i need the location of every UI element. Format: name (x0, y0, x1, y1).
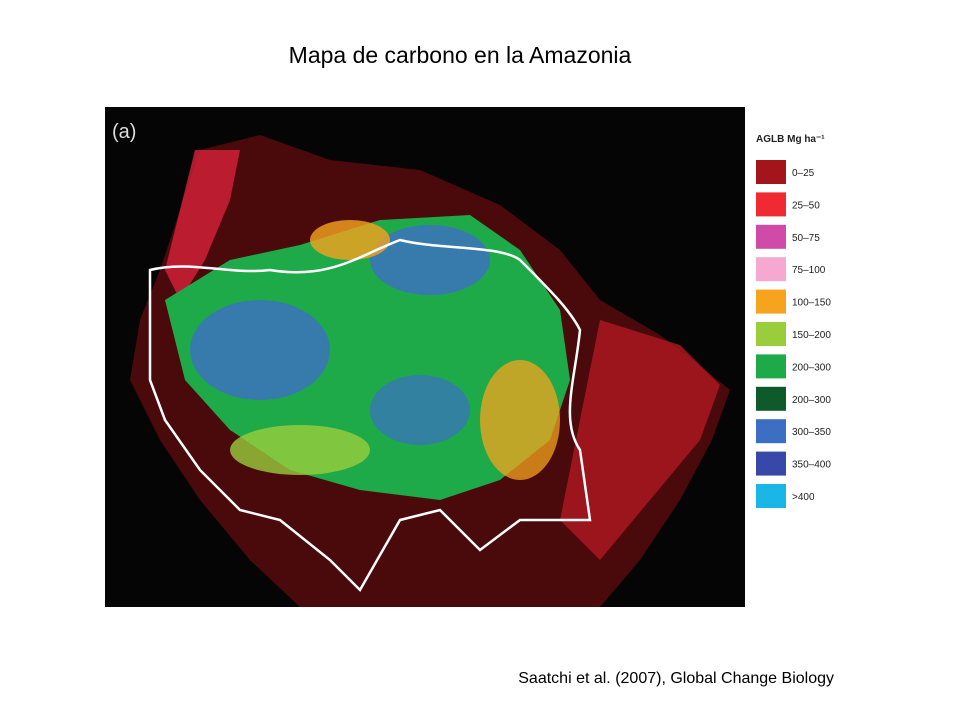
legend-swatch (756, 224, 786, 249)
legend-swatch (756, 322, 786, 346)
legend-label: 300–350 (792, 427, 831, 438)
forest-dense (370, 375, 470, 445)
andes-north (165, 150, 240, 300)
legend-label: 350–400 (792, 460, 831, 471)
legend-swatch (756, 386, 786, 411)
legend-label: 50–75 (792, 233, 820, 244)
legend-label: >400 (792, 492, 815, 503)
legend-swatch (756, 419, 786, 444)
forest-dense (370, 225, 490, 295)
legend-label: 75–100 (792, 265, 826, 276)
slide-title: Mapa de carbono en la Amazonia (288, 42, 632, 68)
legend-label: 100–150 (792, 298, 831, 309)
legend-swatch (756, 451, 786, 476)
legend-title: AGLB Mg ha⁻¹ (756, 134, 825, 145)
forest-dense (190, 300, 330, 400)
legend-swatch (756, 484, 786, 508)
legend: 0–25 25–50 50–75 75–100 100–150 150–200 200–30… (756, 160, 831, 508)
land-east (560, 320, 720, 560)
legend-swatch (756, 354, 786, 379)
legend-label: 200–300 (792, 362, 831, 373)
forest-medium (230, 425, 370, 475)
legend-swatch (756, 160, 786, 184)
forest-medium (310, 220, 390, 260)
legend-label: 150–200 (792, 330, 831, 341)
caption: Saatchi et al. (2007), Global Change Bio… (518, 670, 834, 687)
legend-label: 200–300 (792, 395, 831, 406)
amazon-boundary (148, 238, 592, 593)
forest-medium (480, 360, 560, 480)
legend-swatch (756, 289, 786, 314)
legend-swatch (756, 257, 786, 282)
legend-swatch (756, 192, 786, 217)
legend-label: 0–25 (792, 168, 815, 179)
panel-label: (a) (112, 121, 136, 143)
legend-label: 25–50 (792, 200, 820, 211)
